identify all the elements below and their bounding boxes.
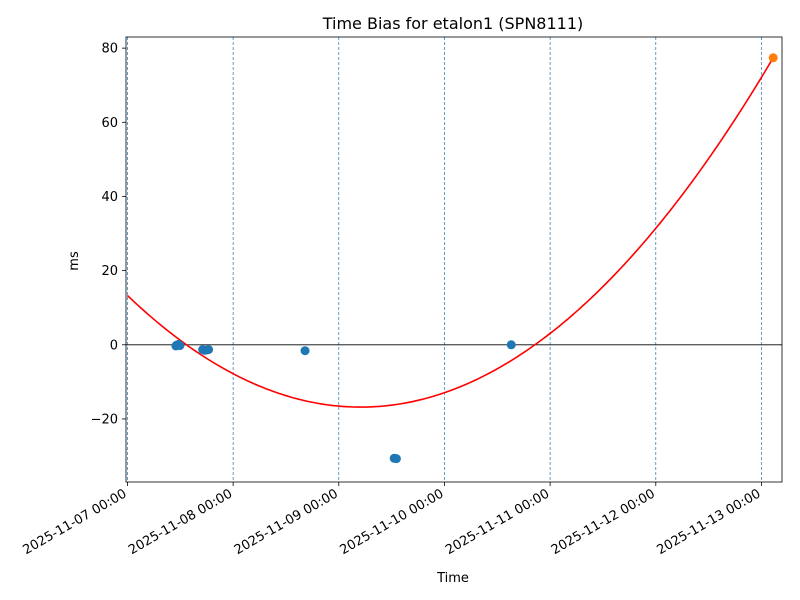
fit-curve	[126, 57, 774, 408]
y-axis-ticks: −20 0 20 40 60 80	[91, 42, 126, 427]
fit-curve-line	[126, 57, 774, 408]
gridlines	[127, 37, 762, 482]
chart-title: Time Bias for etalon1 (SPN8111)	[322, 14, 584, 33]
data-point	[506, 340, 516, 350]
data-point	[391, 454, 401, 464]
y-tick-label: 20	[101, 264, 118, 279]
y-axis-label: ms	[67, 251, 82, 271]
y-tick-label: 60	[101, 116, 118, 131]
data-points	[171, 53, 778, 464]
plot-frame	[125, 36, 783, 483]
data-point	[300, 346, 310, 356]
data-point	[768, 53, 778, 63]
y-tick-label: 0	[110, 338, 118, 353]
y-tick-label: 40	[101, 190, 118, 205]
data-point	[204, 345, 214, 355]
y-tick-label: −20	[91, 412, 118, 427]
x-axis-label: Time	[436, 571, 469, 586]
data-point	[175, 341, 185, 351]
y-tick-label: 80	[101, 42, 118, 57]
